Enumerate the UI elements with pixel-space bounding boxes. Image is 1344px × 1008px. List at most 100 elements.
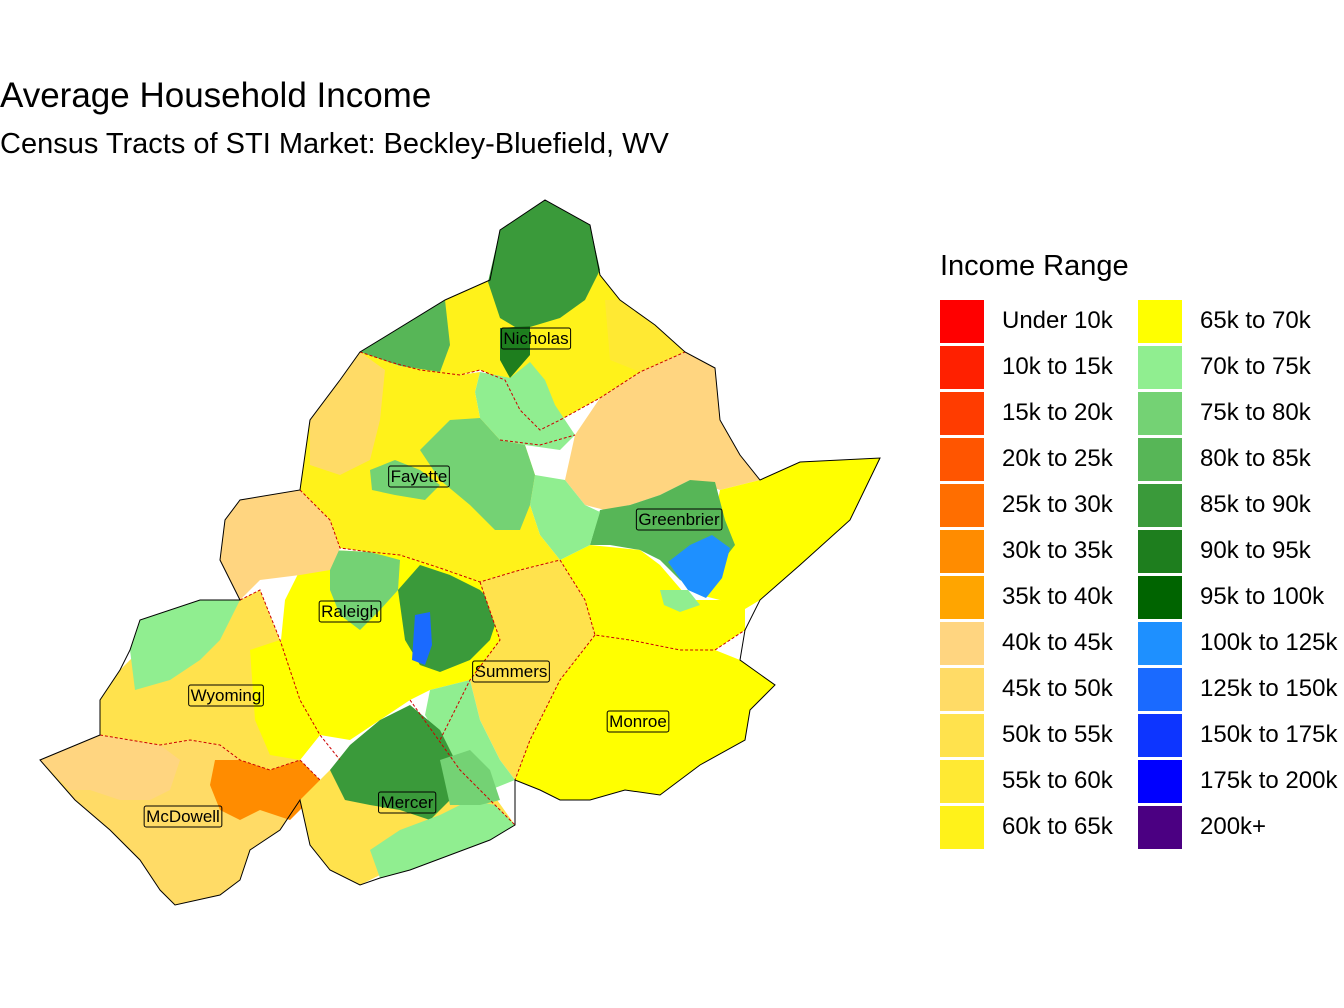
- legend-item: 20k to 25k: [940, 436, 1138, 482]
- legend-item: 60k to 65k: [940, 804, 1138, 850]
- tract-mercer-lightgreen: [370, 800, 515, 878]
- legend-label: 55k to 60k: [1002, 767, 1113, 794]
- tract-fayette-west: [310, 352, 385, 475]
- legend-item: Under 10k: [940, 298, 1138, 344]
- county-label-raleigh: Raleigh: [318, 600, 382, 623]
- legend-swatch: [1138, 621, 1182, 665]
- tract-raleigh-blue: [412, 612, 432, 665]
- tract-greenbrier-blue: [668, 535, 730, 598]
- county-label-box: [500, 327, 572, 350]
- legend-columns: Under 10k 10k to 15k 15k to 20k 20k to 25k 2…: [940, 298, 1344, 850]
- tract-fayette-center: [420, 418, 535, 530]
- tract-greenbrier-green-s: [660, 590, 700, 612]
- tract-mcdowell-orange-w: [40, 735, 180, 800]
- tract-nicholas-north: [488, 200, 600, 330]
- legend-swatch: [940, 759, 984, 803]
- county-label-box: [143, 805, 223, 828]
- legend-swatch: [1138, 483, 1182, 527]
- county-label-box: [606, 710, 670, 733]
- county-label-text: Summers: [475, 662, 548, 681]
- legend-item: 80k to 85k: [1138, 436, 1336, 482]
- county-label-text: Raleigh: [321, 602, 379, 621]
- tract-nicholas-east: [605, 300, 685, 372]
- legend-column-2: 65k to 70k 70k to 75k 75k to 80k 80k to 85k…: [1138, 298, 1338, 850]
- legend-label: 80k to 85k: [1200, 445, 1311, 472]
- legend-label: 50k to 55k: [1002, 721, 1113, 748]
- legend-swatch: [940, 713, 984, 757]
- legend-swatch: [1138, 299, 1182, 343]
- legend-swatch: [940, 299, 984, 343]
- tract-mercer-green2: [440, 750, 500, 805]
- legend-label: 175k to 200k: [1200, 767, 1338, 794]
- county-label-text: McDowell: [146, 807, 220, 826]
- tract-summers-main: [470, 560, 595, 780]
- county-label-text: Wyoming: [191, 686, 262, 705]
- legend-item: 75k to 80k: [1138, 390, 1336, 436]
- county-label-box: [188, 684, 264, 707]
- legend-label: 100k to 125k: [1200, 629, 1338, 656]
- legend-swatch: [940, 391, 984, 435]
- tract-raleigh-orange-w: [220, 490, 340, 600]
- tract-wyoming-east: [250, 640, 320, 760]
- legend-swatch: [1138, 575, 1182, 619]
- legend-label: 200k+: [1200, 813, 1267, 840]
- county-label-text: Greenbrier: [638, 510, 720, 529]
- legend-swatch: [1138, 345, 1182, 389]
- legend-label: 150k to 175k: [1200, 721, 1338, 748]
- legend-item: 45k to 50k: [940, 666, 1138, 712]
- legend-label: 95k to 100k: [1200, 583, 1325, 610]
- market-outline: [39, 199, 881, 906]
- legend-label: 40k to 45k: [1002, 629, 1113, 656]
- tract-nicholas-nw: [360, 300, 450, 372]
- legend-label: 25k to 30k: [1002, 491, 1113, 518]
- tract-wyoming-green: [130, 600, 240, 690]
- county-label-text: Nicholas: [503, 329, 568, 348]
- tract-greenbrier-east: [700, 458, 880, 612]
- legend-swatch: [940, 483, 984, 527]
- county-borders: [99, 351, 746, 826]
- tract-mercer-green: [330, 705, 460, 820]
- county-label-wyoming: Wyoming: [188, 684, 264, 707]
- legend-label: 75k to 80k: [1200, 399, 1311, 426]
- county-label-nicholas: Nicholas: [500, 327, 572, 350]
- legend-label: 10k to 15k: [1002, 353, 1113, 380]
- legend-swatch: [1138, 391, 1182, 435]
- tract-greenbrier-south: [560, 545, 745, 650]
- county-label-box: [635, 508, 723, 531]
- tract-raleigh-green-nw: [330, 550, 400, 630]
- legend-item: 175k to 200k: [1138, 758, 1338, 804]
- legend-label: 85k to 90k: [1200, 491, 1311, 518]
- legend-item: 70k to 75k: [1138, 344, 1336, 390]
- legend-swatch: [940, 437, 984, 481]
- legend-title: Income Range: [940, 250, 1129, 282]
- county-label-box: [388, 465, 450, 488]
- legend-item: 150k to 175k: [1138, 712, 1338, 758]
- census-tracts: [40, 200, 880, 905]
- legend-swatch: [940, 621, 984, 665]
- legend-item: 55k to 60k: [940, 758, 1138, 804]
- legend-item: 50k to 55k: [940, 712, 1138, 758]
- county-label-greenbrier: Greenbrier: [635, 508, 723, 531]
- county-label-text: Fayette: [391, 467, 448, 486]
- legend-label: 90k to 95k: [1200, 537, 1311, 564]
- map-title: Average Household Income: [0, 76, 432, 115]
- legend-item: 65k to 70k: [1138, 298, 1336, 344]
- legend-column-1: Under 10k 10k to 15k 15k to 20k 20k to 25k 2…: [940, 298, 1138, 850]
- legend-label: 15k to 20k: [1002, 399, 1113, 426]
- legend-item: 10k to 15k: [940, 344, 1138, 390]
- legend-item: 15k to 20k: [940, 390, 1138, 436]
- legend: Income Range Under 10k 10k to 15k 15k to 2…: [940, 250, 1344, 850]
- county-label-box: [472, 660, 550, 683]
- county-label-text: Mercer: [381, 793, 434, 812]
- legend-swatch: [940, 345, 984, 389]
- legend-item: 40k to 45k: [940, 620, 1138, 666]
- county-label-summers: Summers: [472, 660, 550, 683]
- county-label-mercer: Mercer: [378, 791, 437, 814]
- legend-label: 20k to 25k: [1002, 445, 1113, 472]
- legend-item: 25k to 30k: [940, 482, 1138, 528]
- legend-swatch: [940, 529, 984, 573]
- legend-item: 35k to 40k: [940, 574, 1138, 620]
- county-label-box: [378, 791, 437, 814]
- county-labels: Nicholas Fayette Greenbrier Raleigh Summers W…: [143, 327, 723, 828]
